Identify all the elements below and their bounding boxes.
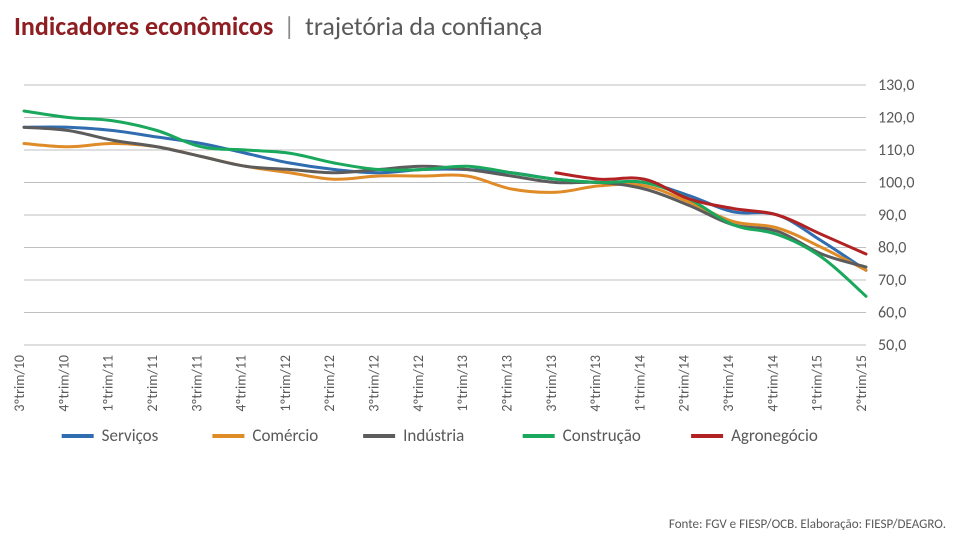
y-tick-label: 60,0 [878,304,906,323]
series-line [24,111,866,296]
line-chart: 50,0 60,0 70,0 80,0 90,0 100,0 110,0 120,0 130,0… [14,75,946,455]
legend-label: Agronegócio [731,425,818,446]
title-part1: Indicadores econômicos [14,10,273,42]
x-tick-label: 1ºtrim/11 [100,355,117,412]
legend-label: Indústria [403,425,464,446]
series-line [24,127,866,267]
series-line [24,127,866,270]
y-tick-label: 100,0 [878,174,914,193]
x-tick-label: 2ºtrim/13 [498,355,515,412]
y-tick-label: 90,0 [878,206,906,225]
x-tick-label: 2ºtrim/15 [853,355,870,412]
x-tick-label: 3ºtrim/13 [543,355,560,412]
y-tick-label: 50,0 [878,336,906,355]
x-tick-label: 3ºtrim/14 [720,355,737,412]
legend-label: Comércio [252,425,318,446]
title-separator: | [283,10,295,42]
y-tick-label: 120,0 [878,109,914,128]
x-tick-label: 3ºtrim/12 [366,355,383,412]
source-text: Fonte: FGV e FIESP/OCB. Elaboração: FIES… [669,517,946,532]
x-tick-label: 1ºtrim/14 [631,355,648,412]
x-tick-label: 3ºtrim/11 [188,355,205,412]
x-tick-label: 1ºtrim/12 [277,355,294,412]
series-line [24,144,866,271]
x-tick-label: 2ºtrim/11 [144,355,161,412]
x-tick-label: 4ºtrim/13 [587,355,604,412]
chart-title: Indicadores econômicos | trajetória da c… [14,10,543,42]
x-tick-label: 2ºtrim/12 [321,355,338,412]
y-tick-label: 70,0 [878,271,906,290]
y-tick-label: 110,0 [878,141,914,160]
legend: Serviços Comércio Indústria Construção Agron… [62,425,818,446]
x-tick-label: 4ºtrim/11 [233,355,250,412]
title-part2: trajetória da confiança [305,10,542,42]
legend-label: Serviços [102,425,159,446]
x-tick-label: 2ºtrim/14 [676,355,693,412]
x-tick-label: 4ºtrim/14 [764,355,781,412]
x-tick-label: 1ºtrim/13 [454,355,471,412]
x-tick-label: 3ºtrim/10 [14,355,28,412]
x-tick-label: 1ºtrim/15 [809,355,826,412]
chart-container: 50,0 60,0 70,0 80,0 90,0 100,0 110,0 120,0 130,0… [14,75,946,455]
y-tick-label: 80,0 [878,239,906,258]
x-tick-label: 4ºtrim/10 [55,355,72,412]
x-tick-label: 4ºtrim/12 [410,355,427,412]
y-tick-label: 130,0 [878,76,914,95]
legend-label: Construção [563,425,641,446]
